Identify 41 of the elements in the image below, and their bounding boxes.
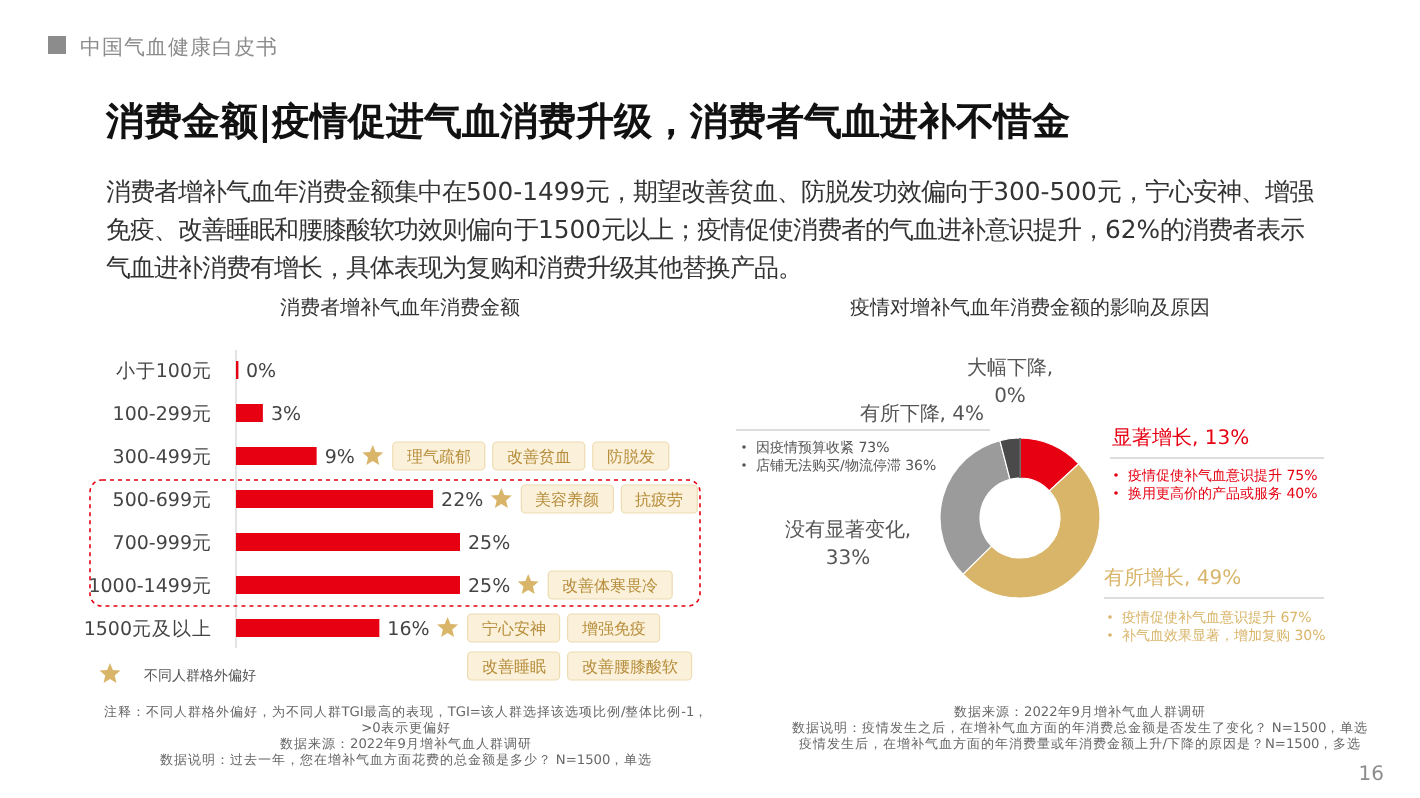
chart-title: 疫情对增补气血年消费金额的影响及原因 [850,296,1210,320]
slice-label: 没有显著变化, 33% [782,518,914,574]
y-tick-label: 1000-1499元 [88,576,212,598]
slice-label: 有所下降, 4% [859,402,984,426]
data-label: 16% [387,619,430,641]
data-label: 9% [324,447,355,469]
text: 美容养颜 [535,491,600,509]
text: 增强免疫 [579,620,646,638]
data-label: 25% [468,533,511,555]
bar [236,490,434,508]
bar [236,447,317,465]
text: 改善贫血 [506,448,571,466]
data-label: 3% [270,404,302,426]
data-label: 25% [468,576,511,598]
y-tick-label: 500-699元 [112,490,212,512]
text: 抗疲劳 [635,491,684,509]
text: 消费者增补气血年消费金额集中在500-1499元，期望改善贫血、防脱发功效偏向于300-500元，宁心安神、增强免疫、改善睡眠和腰膝酸软功效则偏向于1500元以上；疫情促使消费者的气血进补意识提升，62%的消费者表示气血进补消费有增长，具体表现为复购和消费升级其他替换产品。 [106,174,1316,286]
annotation: 理气疏郁 [406,448,471,466]
slice-label: 有所增长, 49% [1104,566,1242,590]
y-tick-label: 小于100元 [115,359,212,383]
text: 防脱发 [606,448,655,466]
text: 16 [1358,764,1384,786]
bar [236,404,263,422]
text: 消费金额|疫情促进气血消费升级，消费者气血进补不惜金 [106,98,1072,148]
text: 改善体寒畏冷 [562,577,659,595]
y-tick-label: 100-299元 [112,404,212,426]
data-label: 22% [441,490,484,512]
bar [236,533,460,551]
text: 改善腰膝酸软 [581,658,678,676]
slice-label: 显著增长, 13% [1112,426,1250,450]
text: 宁心安神 [481,620,546,638]
text: 改善睡眠 [481,658,546,676]
data-label: 0% [246,361,277,383]
text: 中国气血健康白皮书 [80,34,278,60]
category-label: 大幅下降, 0% [966,358,1054,408]
bar [236,619,380,637]
y-tick-label: 1500元及以上 [83,617,212,641]
bar [236,576,460,594]
chart-title: 消费者增补气血年消费金额 [280,296,520,320]
y-tick-label: 700-999元 [112,533,212,555]
y-tick-label: 300-499元 [112,447,212,469]
